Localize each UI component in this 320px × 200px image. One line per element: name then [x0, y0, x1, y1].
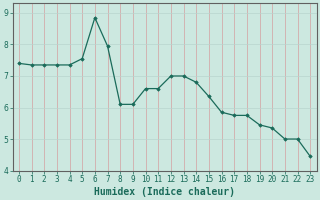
- X-axis label: Humidex (Indice chaleur): Humidex (Indice chaleur): [94, 186, 235, 197]
